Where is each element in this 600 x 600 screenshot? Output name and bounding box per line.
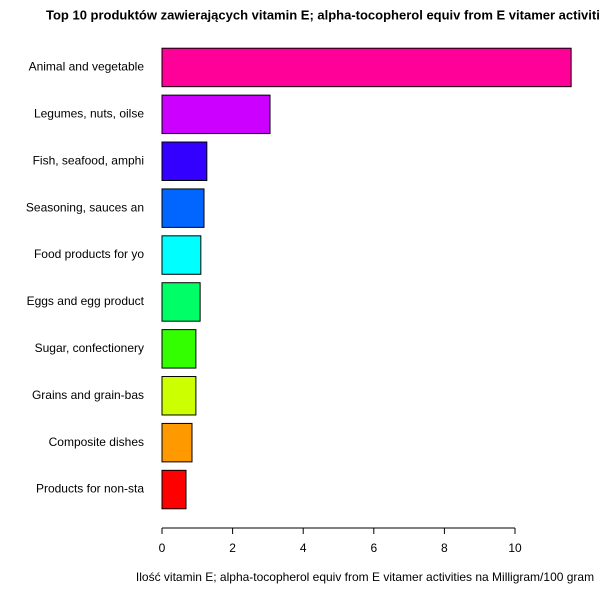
bar xyxy=(161,329,197,369)
y-tick-label: Grains and grain-bas xyxy=(32,388,144,402)
bar xyxy=(161,47,572,88)
y-tick-label: Sugar, confectionery xyxy=(35,341,144,355)
x-tick-label: 10 xyxy=(508,541,522,555)
y-tick-label: Composite dishes xyxy=(49,435,144,449)
x-tick-label: 2 xyxy=(229,541,236,555)
x-tick-label: 0 xyxy=(159,541,166,555)
x-tick-label: 4 xyxy=(300,541,307,555)
y-tick-label: Fish, seafood, amphi xyxy=(33,153,144,167)
y-tick-label: Food products for yo xyxy=(34,247,144,261)
y-tick-label: Eggs and egg product xyxy=(27,294,145,308)
chart-title: Top 10 produktów zawierających vitamin E… xyxy=(46,7,600,22)
y-tick-label: Legumes, nuts, oilse xyxy=(34,107,144,121)
bar xyxy=(161,282,201,322)
x-axis-label: Ilość vitamin E; alpha-tocopherol equiv … xyxy=(136,570,594,584)
y-tick-label: Seasoning, sauces an xyxy=(26,200,144,214)
bar xyxy=(161,141,208,181)
y-tick-label: Products for non-sta xyxy=(36,482,144,496)
bar xyxy=(161,422,193,463)
bar xyxy=(161,188,205,228)
bar xyxy=(161,469,187,510)
y-tick-label: Animal and vegetable xyxy=(29,60,145,74)
bar xyxy=(161,376,197,416)
bar xyxy=(161,94,271,135)
x-tick-label: 8 xyxy=(441,541,448,555)
bar xyxy=(161,235,202,275)
x-tick-label: 6 xyxy=(370,541,377,555)
